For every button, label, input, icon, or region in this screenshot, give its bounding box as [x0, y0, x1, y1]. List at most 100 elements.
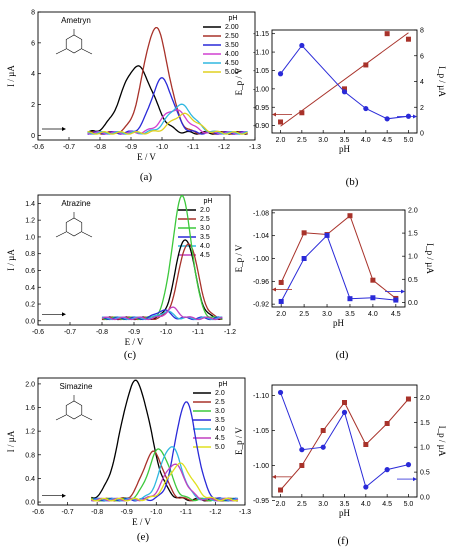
x-tick-label: -0.9 — [121, 509, 133, 516]
panel-caption: (d) — [336, 349, 349, 361]
y-tick-label: -1.00 — [253, 463, 269, 470]
x-tick-label: -1.1 — [187, 144, 199, 151]
x-tick-label: -0.7 — [63, 144, 75, 151]
x-tick-label: -1.0 — [160, 329, 172, 336]
data-point-E_p — [363, 442, 369, 447]
x-axis-label: E / V — [137, 152, 156, 162]
y2-axis-label: I_p / µA — [437, 426, 447, 457]
x-tick-label: -0.8 — [94, 144, 106, 151]
panel-c: -0.6 -0.7 -0.8 -0.9 -1.0 -1.1 -1.2 0.0 0.2 0.4 0.6… — [6, 194, 236, 347]
y2-tick-label: 1.0 — [408, 254, 418, 261]
y-tick-label: -1.05 — [253, 428, 269, 435]
compound-title: Ametryn — [61, 16, 91, 25]
x-tick-label: 3.0 — [318, 137, 328, 144]
y-tick-label: 0.6 — [25, 268, 35, 275]
series-line-I_p — [280, 44, 409, 120]
y-tick-label: -0.92 — [253, 302, 269, 309]
x-axis-label: E / V — [125, 337, 144, 347]
substituent-bond — [81, 48, 93, 55]
x-tick-label: 2.5 — [297, 137, 307, 144]
y-axis-label: I / µA — [6, 249, 16, 271]
arrow-head-icon — [272, 287, 276, 292]
data-point-I_p — [363, 105, 369, 112]
y-tick-label: -1.08 — [253, 210, 269, 217]
arrow-head-icon — [413, 114, 417, 119]
y-tick-label: -1.15 — [253, 31, 269, 38]
y2-tick-label: 0.0 — [420, 495, 430, 502]
y-tick-label: 0.0 — [25, 318, 35, 325]
data-point-E_p — [363, 62, 369, 68]
legend-title: pH — [229, 15, 238, 22]
y-tick-label: 2 — [31, 102, 35, 109]
legend-label: 5.0 — [215, 444, 225, 451]
x-tick-label: 2.0 — [276, 137, 286, 144]
substituent-bond — [81, 414, 93, 421]
x-tick-label: -0.8 — [96, 329, 108, 336]
triazine-ring-icon — [65, 400, 83, 420]
x-tick-label: 4.0 — [361, 137, 371, 144]
x-tick-label: -1.0 — [150, 509, 162, 516]
x-tick-label: 4.0 — [368, 311, 378, 318]
x-tick-label: 2.0 — [276, 501, 286, 508]
y2-tick-label: 8 — [420, 28, 424, 35]
y2-tick-label: 1.5 — [408, 231, 418, 238]
plot-frame — [37, 194, 231, 326]
legend-label: 3.5 — [200, 234, 210, 241]
y-tick-label: 0.8 — [25, 452, 35, 459]
legend-label: 3.0 — [200, 225, 210, 232]
data-point-E_p — [301, 230, 307, 236]
series-line-3.0 — [101, 195, 223, 321]
panel-f: 2.0 2.5 3.0 3.5 4.0 4.5 5.0 -0.95 -1.00 -1.05 -1.1… — [234, 384, 447, 518]
y-tick-label: 1.2 — [25, 218, 35, 225]
series-line-I_p — [280, 234, 396, 302]
triazine-ring-icon — [65, 217, 83, 237]
data-point-E_p — [299, 463, 305, 468]
y-tick-label: 0 — [31, 133, 35, 140]
series-line-4.5 — [90, 463, 239, 502]
legend-label: 2.0 — [200, 207, 210, 214]
y2-axis-label: I_p / µA — [425, 243, 435, 274]
panel-d: 2.0 2.5 3.0 3.5 4.0 4.5 -0.92 -0.96 -1.00 -1.04 -1… — [234, 208, 435, 329]
x-axis-label: pH — [333, 318, 345, 328]
arrow-head-icon — [401, 289, 405, 294]
arrow-head-icon — [62, 312, 66, 317]
panel-caption: (b) — [346, 176, 359, 188]
data-point-E_p — [299, 110, 305, 116]
arrow-head-icon — [272, 474, 276, 479]
triazine-ring-icon — [65, 34, 83, 54]
data-point-I_p — [277, 389, 284, 396]
x-tick-label: -1.1 — [180, 509, 192, 516]
y-tick-label: 0.0 — [25, 500, 35, 507]
series-line-5.0 — [90, 462, 239, 502]
y-tick-label: -1.00 — [253, 86, 269, 93]
y-tick-label: 0.8 — [25, 251, 35, 258]
legend-label: 3.50 — [225, 42, 239, 49]
compound-title: Atrazine — [61, 199, 91, 208]
y-tick-label: -1.10 — [253, 50, 269, 57]
y-tick-label: -1.04 — [253, 233, 269, 240]
substituent-bond — [55, 414, 67, 421]
arrow-head-icon — [62, 493, 66, 498]
legend-label: 2.00 — [225, 24, 239, 31]
y2-tick-label: 0.0 — [408, 300, 418, 307]
data-point-I_p — [341, 409, 348, 415]
x-tick-label: 2.0 — [276, 311, 286, 318]
y2-tick-label: 6 — [420, 53, 424, 60]
y2-tick-label: 1.5 — [420, 420, 430, 427]
y2-tick-label: 0.5 — [408, 277, 418, 284]
y-tick-label: 0.4 — [25, 476, 35, 483]
arrow-head-icon — [62, 126, 66, 131]
x-tick-label: 3.5 — [340, 501, 350, 508]
arrow-head-icon — [413, 477, 417, 482]
x-tick-label: 3.5 — [345, 311, 355, 318]
x-tick-label: -0.6 — [32, 329, 44, 336]
x-tick-label: 4.5 — [382, 137, 392, 144]
legend-label: 2.50 — [225, 33, 239, 40]
legend-label: 4.00 — [225, 51, 239, 58]
y-tick-label: 6 — [31, 40, 35, 47]
x-tick-label: -1.3 — [249, 144, 261, 151]
data-point-I_p — [347, 296, 353, 302]
legend-label: 4.0 — [200, 243, 210, 250]
y2-tick-label: 2.0 — [408, 208, 418, 215]
